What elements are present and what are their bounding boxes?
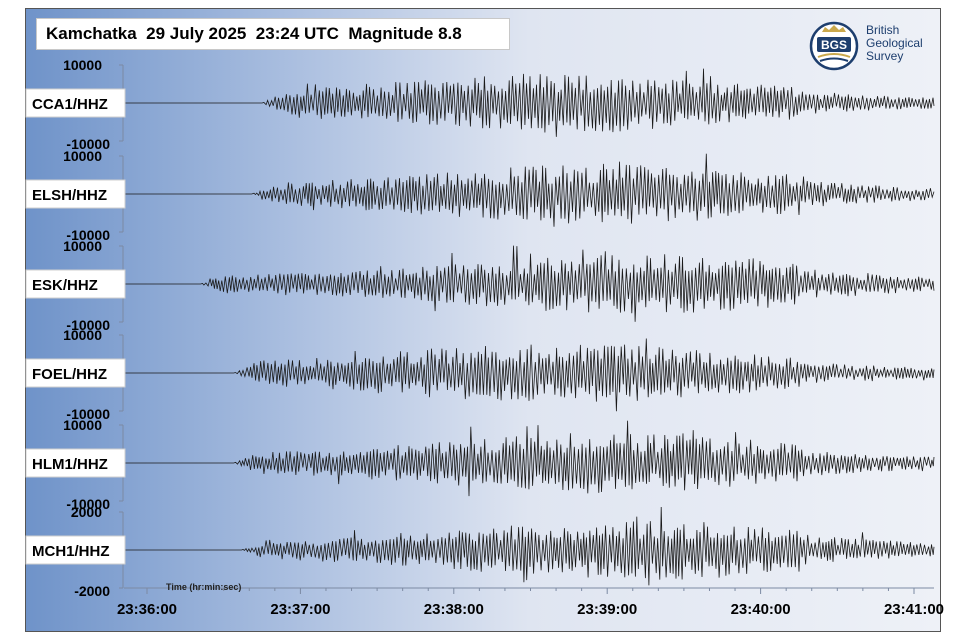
- x-tick-label: 23:37:00: [270, 601, 330, 618]
- station-label: FOEL/HHZ: [32, 366, 107, 383]
- bgs-logo-icon: BGS: [809, 21, 859, 71]
- y-tick-label: -10000: [66, 496, 110, 512]
- svg-text:BGS: BGS: [821, 38, 847, 52]
- station-labels: CCA1/HHZ ELSH/HHZ ESK/HHZ FOEL/HHZ HLM1/HHZ M…: [25, 88, 126, 565]
- logo-line-1: British: [866, 23, 900, 37]
- x-tick-label: 23:38:00: [424, 601, 484, 618]
- x-tick-label: 23:41:00: [884, 601, 944, 618]
- station-label-box: [25, 88, 126, 118]
- station-label-box: [25, 269, 126, 299]
- y-tick-label: 10000: [63, 327, 102, 343]
- y-tick-label: -10000: [66, 227, 110, 243]
- y-tick-label: -2000: [74, 583, 110, 599]
- trace-mch1-hhz: [124, 506, 935, 586]
- trace-esk-hhz: [124, 245, 935, 322]
- y-tick-label: -10000: [66, 136, 110, 152]
- station-label-box: [25, 535, 126, 565]
- seismic-traces: [124, 68, 935, 586]
- x-axis-title: Time (hr:min:sec): [166, 582, 241, 592]
- y-tick-label: 10000: [63, 148, 102, 164]
- y-tick-label: -10000: [66, 317, 110, 333]
- station-label: ELSH/HHZ: [32, 187, 107, 204]
- station-label-box: [25, 358, 126, 388]
- trace-hlm1-hhz: [124, 420, 935, 497]
- y-axes: 10000-1000010000-1000010000-1000010000-1…: [63, 57, 124, 599]
- chart-title: Kamchatka 29 July 2025 23:24 UTC Magnitu…: [36, 18, 510, 50]
- trace-elsh-hhz: [124, 153, 935, 227]
- bgs-logo: BGS British Geological Survey: [808, 20, 936, 72]
- y-tick-label: 10000: [63, 57, 102, 73]
- y-tick-label: 10000: [63, 417, 102, 433]
- y-tick-label: -10000: [66, 406, 110, 422]
- logo-wordmark: British Geological Survey: [866, 24, 923, 63]
- time-axis: 23:36:00 23:37:00 23:38:00 23:39:00 23:40:00…: [117, 582, 944, 618]
- x-tick-label: 23:36:00: [117, 601, 177, 618]
- x-tick-label: 23:39:00: [577, 601, 637, 618]
- trace-cca1-hhz: [124, 68, 935, 137]
- station-label-box: [25, 179, 126, 209]
- y-tick-label: 2000: [71, 504, 102, 520]
- station-label: CCA1/HHZ: [32, 96, 108, 113]
- logo-line-2: Geological: [866, 36, 923, 50]
- station-label: ESK/HHZ: [32, 277, 98, 294]
- y-tick-label: 10000: [63, 238, 102, 254]
- x-tick-label: 23:40:00: [731, 601, 791, 618]
- station-label-box: [25, 448, 126, 478]
- station-label: HLM1/HHZ: [32, 456, 108, 473]
- trace-foel-hhz: [124, 338, 935, 412]
- station-label: MCH1/HHZ: [32, 543, 110, 560]
- logo-line-3: Survey: [866, 49, 904, 63]
